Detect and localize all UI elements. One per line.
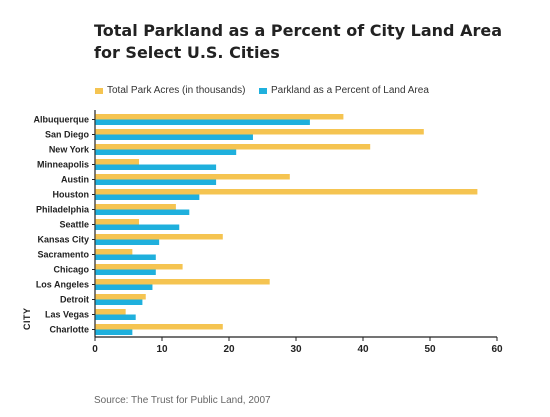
bar-park-acres-philadelphia: [95, 204, 176, 210]
bar-park-acres-los-angeles: [95, 279, 270, 285]
x-tick-label-50: 50: [424, 344, 436, 355]
bar-park-acres-las-vegas: [95, 309, 126, 315]
x-tick-label-20: 20: [223, 344, 235, 355]
bar-park-acres-sacramento: [95, 249, 133, 255]
chart-title-line-2: for Select U.S. Cities: [94, 43, 280, 62]
bar-park-acres-chicago: [95, 264, 183, 270]
x-tick-label-30: 30: [290, 344, 302, 355]
bar-park-acres-austin: [95, 174, 290, 180]
y-tick-label-chicago: Chicago: [53, 265, 89, 275]
bar-percent-land-philadelphia: [95, 209, 190, 215]
chart-title-line-1: Total Parkland as a Percent of City Land…: [94, 21, 502, 40]
bar-percent-land-new-york: [95, 149, 237, 155]
bar-percent-land-sacramento: [95, 254, 156, 260]
bar-percent-land-austin: [95, 179, 217, 185]
y-tick-label-minneapolis: Minneapolis: [37, 160, 89, 170]
y-tick-label-albuquerque: Albuquerque: [34, 115, 90, 125]
y-tick-label-kansas-city: Kansas City: [37, 235, 89, 245]
bar-percent-land-albuquerque: [95, 119, 310, 125]
bar-percent-land-kansas-city: [95, 239, 160, 245]
bar-park-acres-san-diego: [95, 129, 424, 135]
y-axis-title: CITY: [22, 307, 32, 330]
bar-park-acres-charlotte: [95, 324, 223, 330]
chart-title: Total Parkland as a Percent of City Land…: [94, 20, 524, 64]
bar-park-acres-new-york: [95, 144, 371, 150]
bar-percent-land-las-vegas: [95, 314, 136, 320]
bar-park-acres-houston: [95, 189, 478, 195]
bar-percent-land-chicago: [95, 269, 156, 275]
y-tick-label-detroit: Detroit: [60, 295, 89, 305]
bar-park-acres-seattle: [95, 219, 140, 225]
y-tick-label-austin: Austin: [61, 175, 89, 185]
y-tick-label-los-angeles: Los Angeles: [36, 280, 89, 290]
x-tick-label-60: 60: [491, 344, 503, 355]
bar-park-acres-detroit: [95, 294, 146, 300]
y-tick-label-charlotte: Charlotte: [49, 325, 89, 335]
bar-percent-land-detroit: [95, 299, 143, 305]
bar-park-acres-kansas-city: [95, 234, 223, 240]
x-tick-label-10: 10: [156, 344, 168, 355]
x-tick-label-40: 40: [357, 344, 369, 355]
bar-percent-land-seattle: [95, 224, 180, 230]
legend-label-percent-land: Parkland as a Percent of Land Area: [271, 85, 429, 96]
y-tick-label-philadelphia: Philadelphia: [36, 205, 90, 215]
x-tick-label-0: 0: [92, 344, 98, 355]
bar-park-acres-minneapolis: [95, 159, 140, 165]
bar-percent-land-san-diego: [95, 134, 253, 140]
bar-percent-land-charlotte: [95, 329, 133, 335]
y-tick-label-seattle: Seattle: [59, 220, 89, 230]
source-note: Source: The Trust for Public Land, 2007: [94, 395, 271, 406]
bar-percent-land-minneapolis: [95, 164, 217, 170]
legend-swatch-park-acres: [95, 88, 103, 94]
y-tick-label-houston: Houston: [53, 190, 90, 200]
legend-label-park-acres: Total Park Acres (in thousands): [107, 85, 246, 96]
bar-percent-land-houston: [95, 194, 200, 200]
y-tick-label-san-diego: San Diego: [45, 130, 90, 140]
bar-percent-land-los-angeles: [95, 284, 153, 290]
y-tick-label-new-york: New York: [49, 145, 90, 155]
legend-swatch-percent-land: [259, 88, 267, 94]
y-tick-label-sacramento: Sacramento: [37, 250, 89, 260]
bar-park-acres-albuquerque: [95, 114, 344, 120]
y-tick-label-las-vegas: Las Vegas: [45, 310, 89, 320]
